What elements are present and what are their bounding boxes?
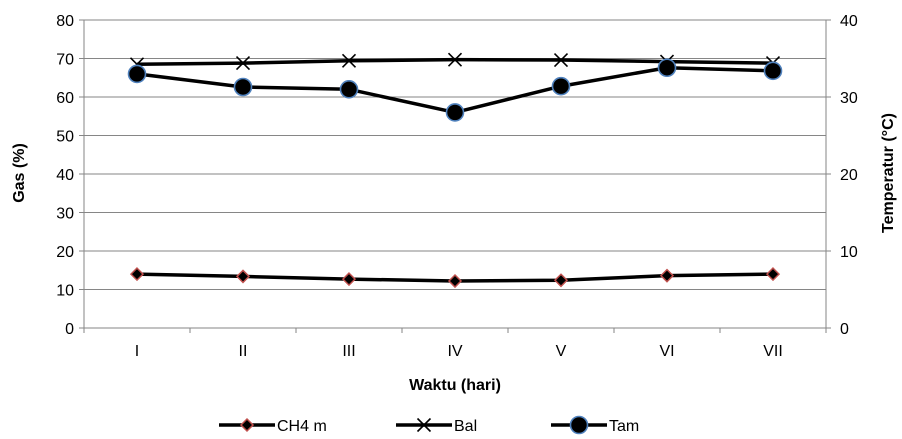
y2-tick-label: 10: [840, 244, 858, 261]
y-tick-label: 20: [56, 244, 74, 261]
data-point: [127, 64, 147, 84]
data-point: [657, 58, 677, 78]
y-tick-label: 70: [56, 52, 74, 69]
y2-axis-ticks: 0 10 20 30 40: [840, 13, 858, 338]
x-tick-label: I: [135, 343, 139, 360]
x-tick-label: III: [342, 343, 355, 360]
y-tick-label: 10: [56, 283, 74, 300]
y-tick-label: 0: [65, 321, 74, 338]
data-point: [553, 273, 569, 288]
y2-tick-label: 30: [840, 90, 858, 107]
data-point: [233, 77, 253, 97]
y2-tick-label: 20: [840, 167, 858, 184]
legend-label: CH4 m: [277, 418, 327, 435]
data-point: [659, 268, 675, 283]
series-layer: [127, 52, 783, 289]
data-point: [341, 272, 357, 287]
data-point: [445, 103, 465, 122]
x-tick-label: VII: [763, 343, 783, 360]
x-axis-title: Waktu (hari): [409, 377, 501, 394]
y-tick-label: 50: [56, 129, 74, 146]
data-point: [447, 273, 463, 289]
y-tick-label: 30: [56, 206, 74, 223]
y-axis-ticks: 0 10 20 30 40 50 60 70 80: [56, 13, 74, 338]
y-tick-label: 40: [56, 167, 74, 184]
series-2: [127, 58, 783, 122]
x-tick-label: II: [239, 343, 248, 360]
x-tick-label: V: [556, 343, 567, 360]
legend-marker: [569, 415, 589, 435]
data-point: [129, 267, 145, 282]
data-point: [235, 56, 251, 71]
y-tick-label: 60: [56, 90, 74, 107]
data-point: [551, 76, 571, 96]
axes: [79, 19, 831, 333]
x-tick-label: IV: [447, 343, 462, 360]
y-tick-label: 80: [56, 13, 74, 30]
legend-label: Bal: [454, 418, 477, 435]
y-axis-title: Gas (%): [11, 143, 28, 203]
legend-item: Bal: [396, 417, 477, 435]
series-0: [129, 267, 781, 289]
y2-axis-title: Temperatur (°C): [880, 113, 897, 233]
legend-marker: [239, 417, 255, 433]
data-point: [763, 61, 783, 81]
legend-label: Tam: [609, 418, 639, 435]
data-point: [765, 267, 781, 282]
data-point: [339, 80, 359, 99]
data-point: [235, 269, 251, 284]
data-point: [553, 52, 569, 68]
data-point: [447, 52, 463, 67]
legend-marker: [416, 417, 432, 433]
x-tick-label: VI: [659, 343, 674, 360]
y2-tick-label: 40: [840, 13, 858, 30]
legend: CH4 m Bal Tam: [219, 415, 639, 435]
data-point: [341, 53, 357, 68]
x-axis-ticks: I II III IV V VI VII: [135, 343, 783, 360]
y2-tick-label: 0: [840, 321, 849, 338]
legend-item: CH4 m: [219, 417, 327, 435]
legend-item: Tam: [551, 415, 639, 435]
gridlines: [84, 19, 826, 290]
